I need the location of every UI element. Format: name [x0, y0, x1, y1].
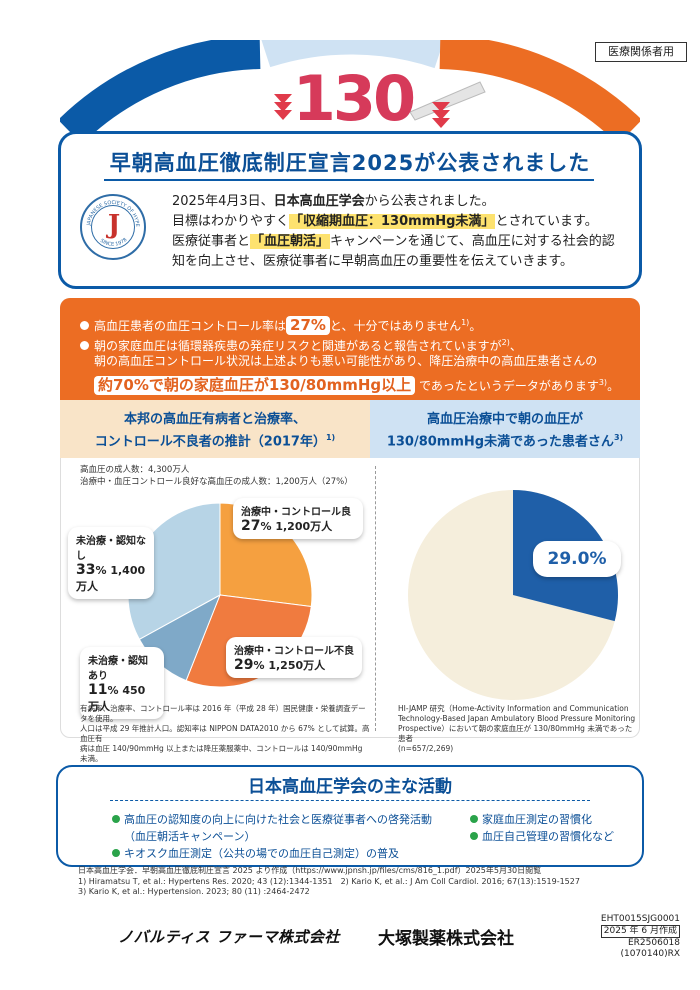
right-chart-header: 高血圧治療中で朝の血圧が 130/80mmHg未満であった患者さん3): [370, 400, 640, 458]
activity-item: 高血圧の認知度の向上に向けた社会と医療従事者への啓発活動: [112, 812, 432, 828]
bullet-dot-icon: [80, 341, 89, 350]
seventy-percent-highlight: 約70%で朝の家庭血圧が130/80mmHg以上: [94, 376, 416, 395]
left-chart-header: 本邦の高血圧有病者と治療率、 コントロール不良者の推計（2017年）1): [60, 400, 370, 458]
green-dot-icon: [470, 832, 478, 840]
activities-box: [56, 765, 644, 867]
activity-item-sub: （血圧朝活キャンペーン）: [124, 830, 256, 843]
novartis-logo: ノバルティス ファーマ株式会社: [118, 928, 340, 946]
audience-tag: 医療関係者用: [595, 42, 687, 62]
bullet-morning-bp-line2: 朝の高血圧コントロール状況は上述よりも悪い可能性があり、降圧治療中の高血圧患者さ…: [94, 354, 598, 368]
callout-treated-controlled: 治療中・コントロール良 27% 1,200万人: [233, 498, 363, 539]
down-arrow-icon: [432, 110, 450, 120]
green-dot-icon: [112, 815, 120, 823]
bullet-dot-icon: [80, 321, 89, 330]
green-dot-icon: [112, 849, 120, 857]
down-arrow-icon: [432, 118, 450, 128]
references: 日本高血圧学会．早朝高血圧徹底制圧宣言 2025 より作成（https://ww…: [78, 866, 580, 896]
document-codes: EHT0015SJG0001 2025 年 6 月作成 ER2506018 (1…: [600, 914, 680, 959]
goal-highlight: 「収縮期血圧：130mmHg未満」: [289, 214, 496, 229]
bullet-control-rate: 高血圧患者の血圧コントロール率は 27% と、十分ではありません1)。: [80, 313, 632, 336]
hero-title: 早朝高血圧徹底制圧宣言2025が公表されました: [109, 151, 591, 175]
morning-bp-pie-chart: [408, 490, 618, 700]
gauge-orange-segment: [439, 40, 640, 140]
activities-title: 日本高血圧学会の主な活動: [248, 777, 452, 797]
otsuka-logo: 大塚製薬株式会社: [378, 929, 514, 949]
morning-bp-percent-label: 29.0%: [533, 541, 621, 577]
hero-body: 2025年4月3日、日本高血圧学会から公表されました。 目標はわかりやすく「収縮…: [172, 194, 615, 269]
gauge-blue-segment: [60, 40, 261, 140]
gauge-pale-segment: [261, 40, 445, 69]
activity-item: 家庭血圧測定の習慣化: [470, 812, 592, 828]
divider: [104, 179, 594, 181]
callout-untreated-aware: 未治療・認知あり 11% 450万人: [80, 647, 164, 719]
divider: [110, 800, 590, 801]
gauge-arc: [60, 40, 640, 140]
hero-box: [58, 131, 642, 289]
down-arrow-icon: [274, 110, 292, 120]
activity-item: キオスク血圧測定（公共の場での血圧自己測定）の普及: [112, 846, 399, 862]
campaign-highlight: 「血圧朝活」: [250, 234, 331, 249]
down-arrow-icon: [432, 102, 450, 112]
activity-item: 血圧自己管理の習慣化など: [470, 829, 614, 845]
down-arrow-icon: [274, 102, 292, 112]
seal-letter: J: [107, 210, 121, 240]
target-number: 130: [292, 62, 416, 135]
callout-untreated-unaware: 未治療・認知なし 33% 1,400万人: [68, 527, 154, 599]
callout-treated-uncontrolled: 治療中・コントロール不良 29% 1,250万人: [226, 637, 362, 678]
green-dot-icon: [470, 815, 478, 823]
left-chart-footnote: 有病率、治療率、コントロール率は 2016 年（平成 28 年）国民健康・栄養調…: [80, 704, 370, 763]
bullet-morning-bp: 朝の家庭血圧は循環器疾患の発症リスクと関連があると報告されていますが2)、: [80, 333, 632, 356]
society-seal-logo: JAPANESE SOCIETY OF HYPERTENSION SINCE 1…: [80, 194, 146, 260]
chart-divider: [375, 466, 376, 731]
gauge-needle: [409, 81, 486, 121]
down-arrow-icon: [274, 94, 292, 104]
right-chart-footnote: HI-JAMP 研究（Home-Activity Information and…: [398, 704, 636, 753]
bullet-morning-bp-line3: 約70%で朝の家庭血圧が130/80mmHg以上 であったというデータがあります…: [94, 373, 646, 396]
left-chart-meta: 高血圧の成人数：4,300万人 治療中・血圧コントロール良好な高血圧の成人数：1…: [80, 465, 353, 487]
